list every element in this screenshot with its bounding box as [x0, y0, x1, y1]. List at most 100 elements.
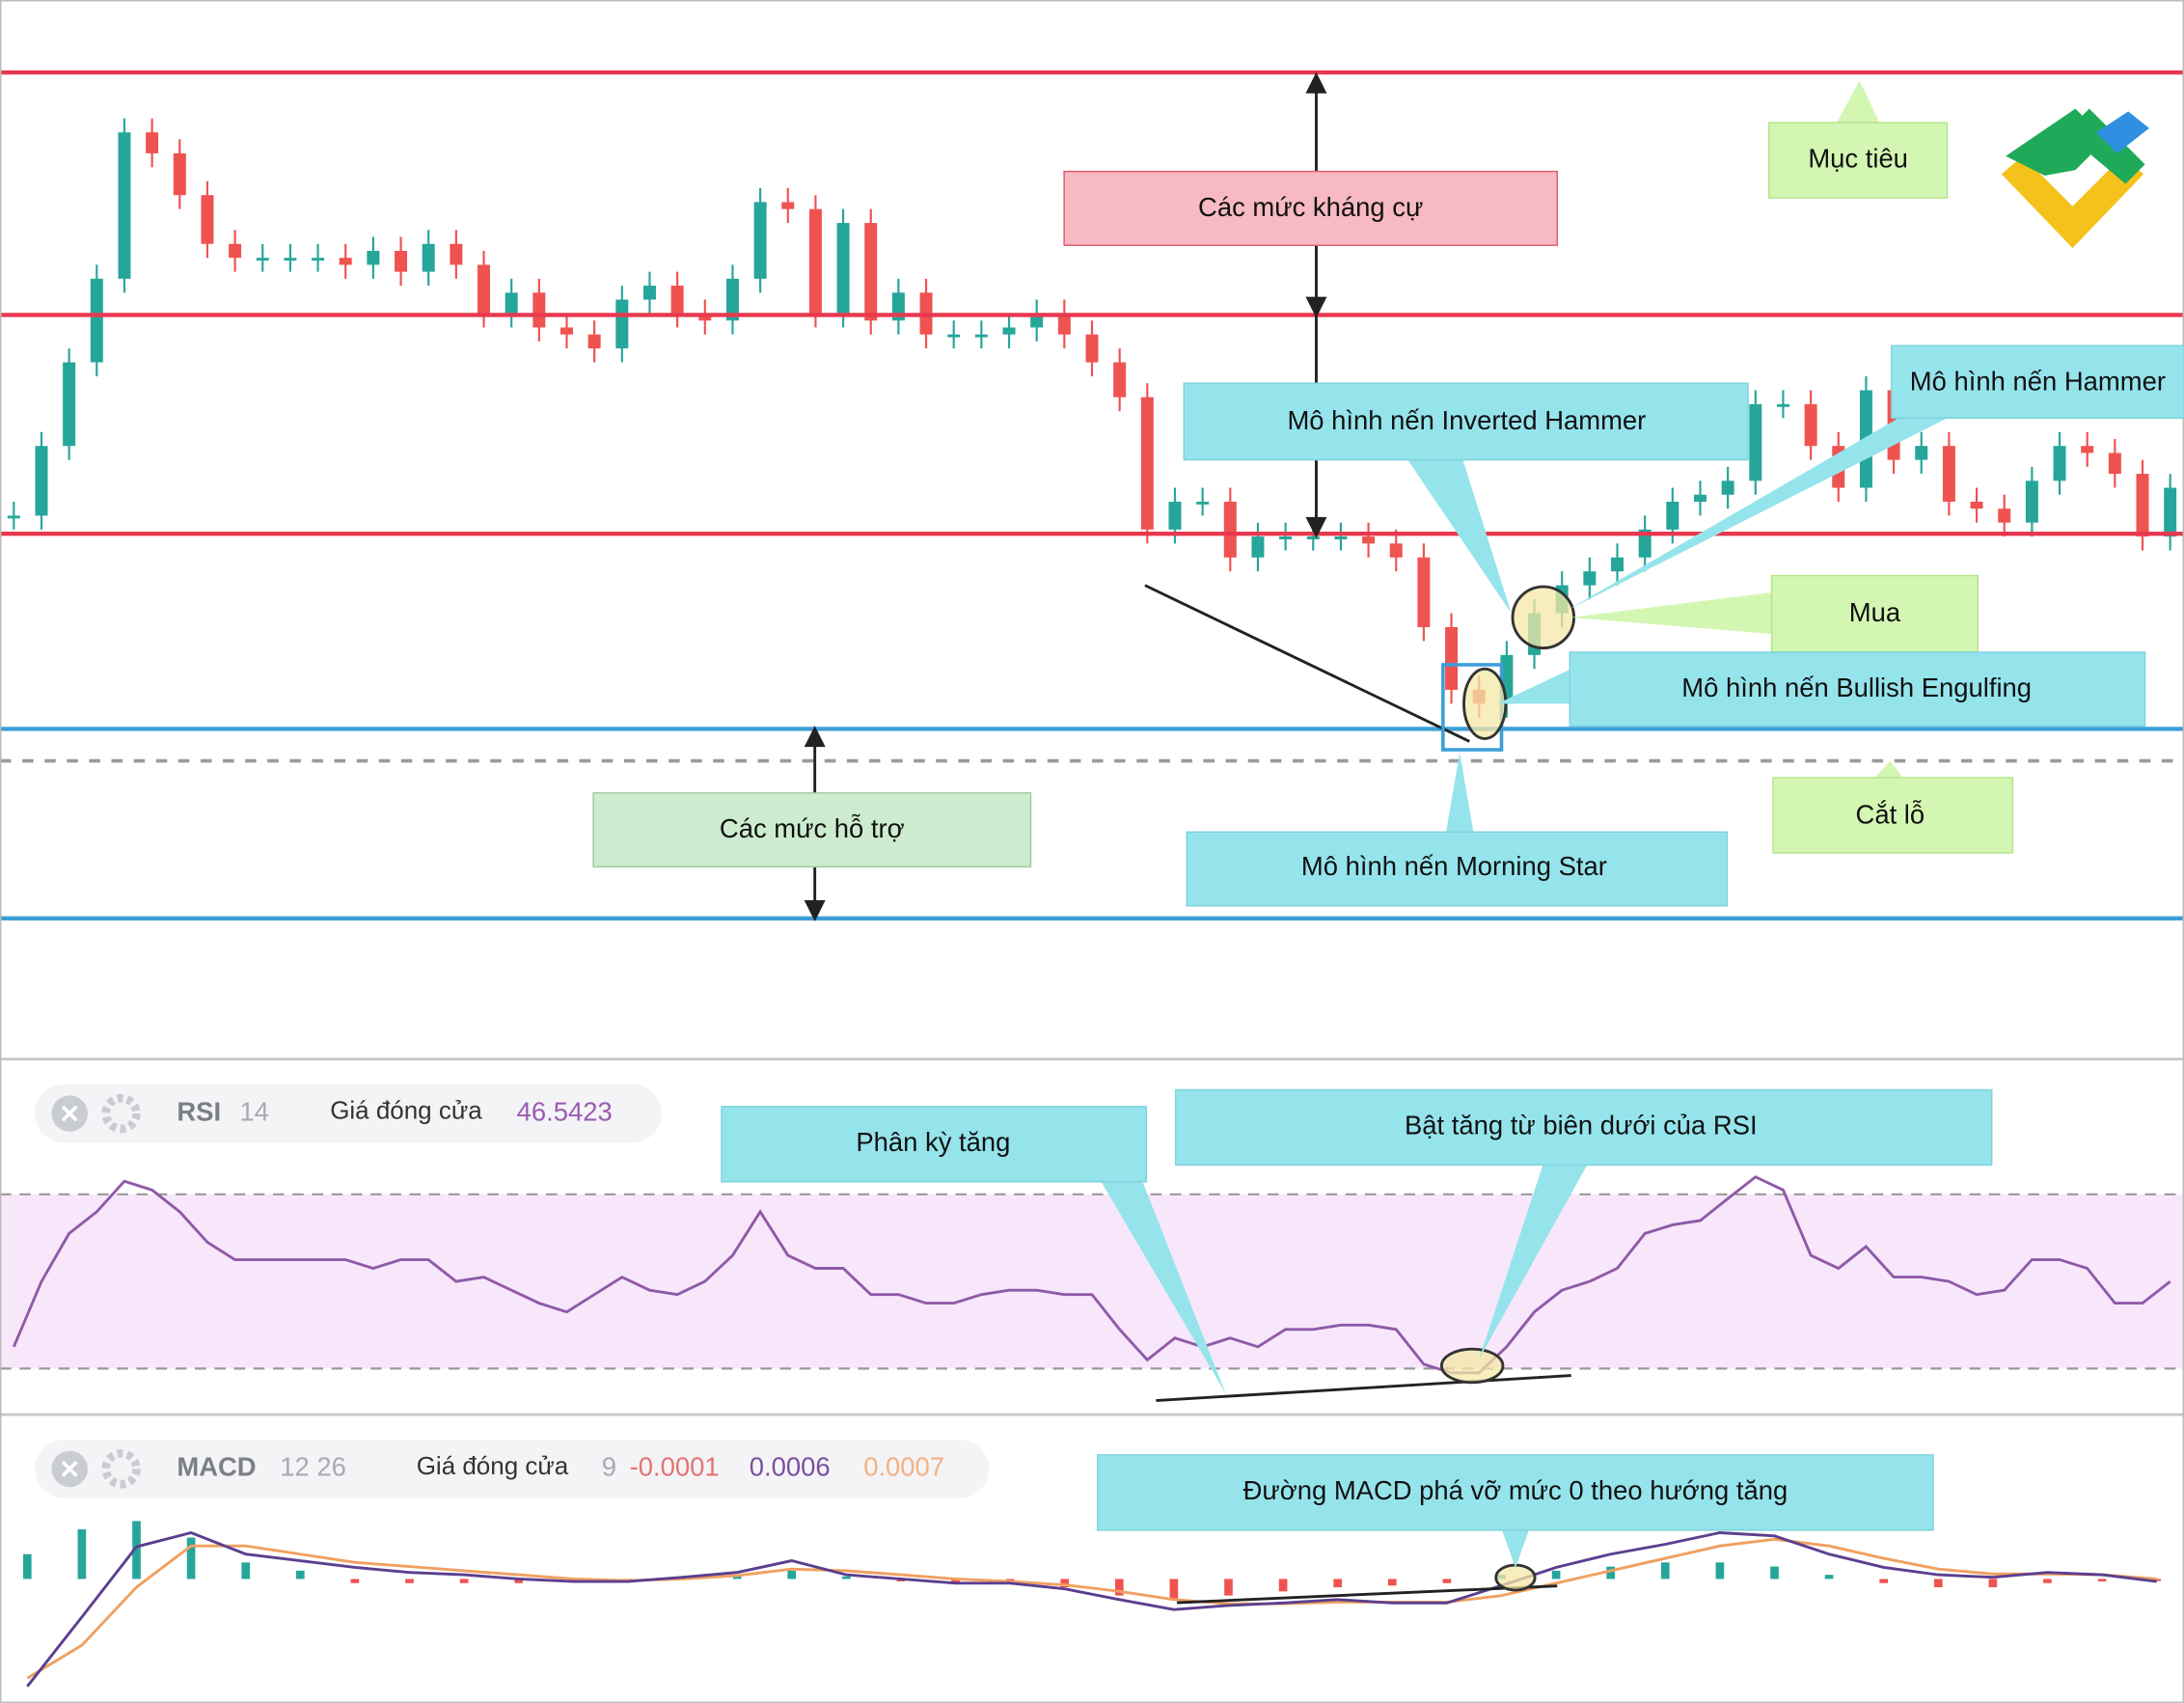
candle-body	[2164, 487, 2177, 537]
candle-body	[505, 292, 518, 314]
histogram-bar	[241, 1562, 251, 1579]
signal-line	[26, 1537, 2157, 1680]
annotation-box	[1891, 344, 2184, 420]
candle-body	[1057, 313, 1071, 335]
annotation-label: Mục tiêu	[1808, 143, 1908, 173]
candle-body	[1666, 501, 1679, 530]
candle-body	[1583, 571, 1597, 586]
candle-body	[1970, 501, 1983, 509]
indicator-name: RSI	[177, 1096, 221, 1126]
histogram-bar	[951, 1579, 960, 1583]
annotation-label: Cắt lỗ	[1856, 800, 1925, 830]
candle-body	[2053, 446, 2066, 481]
histogram-bar	[2152, 1579, 2162, 1581]
histogram-bar	[1333, 1579, 1343, 1588]
candle-body	[1196, 501, 1210, 505]
annotation-label: Các mức hỗ trợ	[720, 813, 905, 843]
histogram-bar	[787, 1570, 797, 1579]
candle-body	[864, 223, 878, 321]
candle-body	[2081, 446, 2094, 453]
price-layer	[7, 118, 2177, 718]
candle-body	[1611, 557, 1624, 572]
candle-body	[63, 362, 76, 447]
annotation-label: Mô hình nến Bullish Engulfing	[1681, 673, 2032, 702]
candle-body	[1638, 529, 1652, 558]
annotation-box	[592, 792, 1032, 868]
histogram-bar	[1770, 1566, 1779, 1579]
histogram-bar	[1715, 1562, 1725, 1579]
annotation-label: Mua	[1849, 597, 1901, 627]
candle-body	[587, 334, 601, 349]
candle-body	[7, 515, 20, 519]
macd-line	[26, 1530, 2157, 1688]
annotation-box	[1772, 777, 2014, 854]
histogram-bar	[77, 1529, 87, 1579]
indicator-param: 12 26	[280, 1452, 346, 1482]
histogram-bar	[1442, 1579, 1452, 1583]
histogram-bar	[1606, 1566, 1616, 1579]
candle-body	[1113, 362, 1127, 398]
annotation-box	[1174, 1088, 1993, 1167]
settings-icon[interactable]	[101, 1449, 141, 1489]
candle-body	[395, 250, 408, 272]
candle-body	[1334, 536, 1348, 539]
candle-body	[478, 264, 491, 314]
indicator-source: Giá đóng cửa	[330, 1095, 482, 1124]
candle-body	[698, 313, 712, 321]
annotation-box	[1186, 831, 1729, 907]
candle-body	[615, 299, 629, 349]
candle-body	[2108, 453, 2121, 475]
indicator-value: 46.5423	[517, 1096, 613, 1126]
close-icon-glyph	[61, 1105, 78, 1122]
candle-body	[173, 152, 186, 196]
candle-body	[670, 286, 684, 314]
candle-body	[1776, 403, 1789, 407]
histogram-bar	[2097, 1579, 2107, 1582]
candle-body	[1085, 334, 1099, 363]
indicator-header	[35, 1440, 990, 1498]
annotation-label: Bật tăng từ biên dưới của RSI	[1405, 1111, 1758, 1140]
candle-body	[1721, 481, 1734, 495]
candle-body	[1002, 327, 1016, 335]
annotation-box	[1569, 651, 2146, 728]
histogram-bar	[1278, 1579, 1288, 1592]
histogram-bar	[1824, 1575, 1834, 1579]
candle-body	[753, 202, 767, 279]
candle-body	[1749, 403, 1762, 481]
candle-body	[1804, 403, 1817, 447]
candle-body	[1251, 536, 1265, 558]
candle-body	[642, 286, 656, 300]
rsi-line	[12, 1175, 2171, 1375]
candle-body	[450, 243, 463, 265]
histogram-bar	[405, 1579, 414, 1583]
candle-body	[1140, 397, 1154, 530]
candle-body	[1915, 446, 1928, 460]
histogram-bar	[1879, 1579, 1889, 1583]
settings-icon[interactable]	[101, 1093, 141, 1134]
indicator-param: 14	[239, 1096, 269, 1126]
candle-body	[2136, 474, 2149, 537]
candle-body	[422, 243, 435, 272]
candle-body	[2025, 481, 2038, 523]
annotation-box	[1183, 382, 1749, 461]
annotation-box	[1097, 1454, 1934, 1531]
histogram-bar	[22, 1553, 32, 1579]
indicator-param: 9	[602, 1452, 616, 1482]
candle-body	[146, 132, 159, 153]
indicator-source: Giá đóng cửa	[417, 1451, 569, 1480]
histogram-bar	[1933, 1579, 1943, 1588]
candle-body	[118, 132, 131, 279]
annotation-label: Mô hình nến Hammer	[1910, 366, 2166, 396]
candle-body	[836, 223, 850, 314]
histogram-bar	[1988, 1579, 1998, 1588]
candle-body	[1306, 536, 1320, 539]
candle-body	[1279, 536, 1293, 539]
histogram-bar	[186, 1537, 196, 1579]
histogram-bar	[350, 1579, 360, 1583]
candle-body	[339, 258, 352, 265]
histogram-bar	[841, 1576, 851, 1579]
histogram-bar	[1660, 1562, 1670, 1579]
histogram-bar	[1169, 1579, 1179, 1600]
candle-body	[725, 278, 739, 321]
